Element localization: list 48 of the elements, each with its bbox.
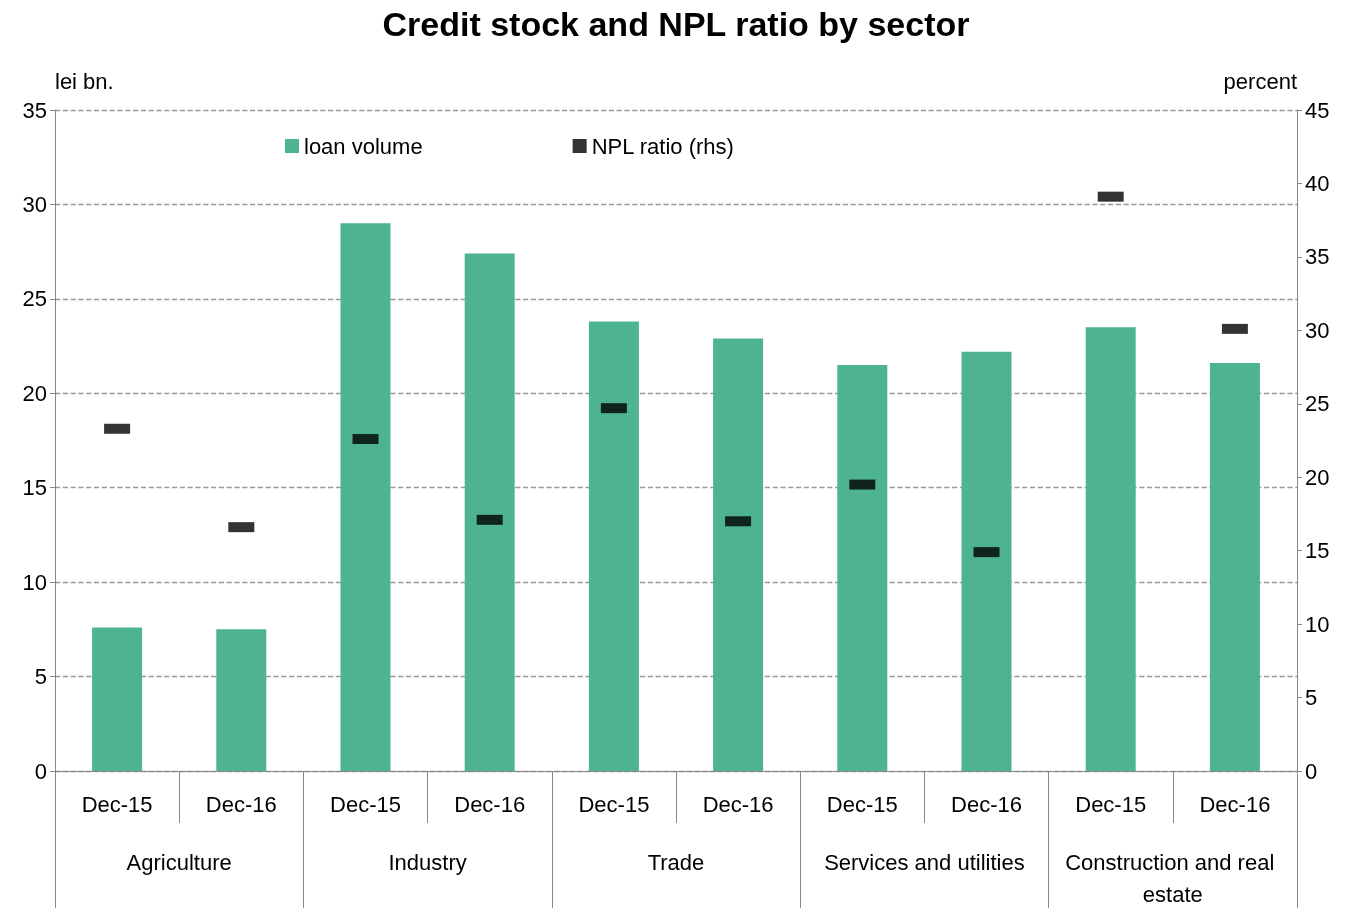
x-tick-label: Dec-16 [454, 791, 526, 817]
y-tick-label: 15 [22, 475, 47, 501]
bar [464, 253, 515, 771]
y2-tick-label: 0 [1305, 758, 1318, 784]
y2-tick-label: 20 [1305, 464, 1330, 490]
legend-label: NPL ratio (rhs) [591, 133, 734, 159]
x-tick-label: Dec-15 [330, 791, 401, 817]
bar [588, 321, 639, 771]
bar [837, 364, 888, 771]
legend-label: loan volume [304, 133, 423, 159]
y2-tick-label: 40 [1305, 170, 1330, 196]
x-tick-label: Dec-15 [81, 791, 153, 817]
bar [216, 629, 267, 771]
bar [961, 351, 1012, 771]
x-tick-label: Dec-15 [1075, 791, 1147, 817]
text: Agriculture [126, 849, 232, 875]
y-axis-title: lei bn. [55, 68, 114, 94]
x-tick-label: Dec-15 [578, 791, 650, 817]
bar [1209, 363, 1260, 771]
x-tick-label: Dec-16 [951, 791, 1022, 817]
y2-tick-label: 5 [1305, 685, 1318, 711]
y2-tick-label: 45 [1305, 97, 1330, 123]
y2-tick-label: 10 [1305, 611, 1330, 637]
y2-tick-label: 30 [1305, 317, 1330, 343]
y-tick-label: 0 [34, 758, 47, 784]
y2-tick-label: 15 [1305, 538, 1330, 564]
text: Services and utilities [824, 849, 1025, 875]
y2-axis-title: percent [1223, 68, 1297, 94]
chart-title: Credit stock and NPL ratio by sector [382, 5, 970, 43]
x-tick-label: Dec-16 [1199, 791, 1271, 817]
bar [713, 338, 764, 771]
y2-tick-label: 35 [1305, 244, 1330, 270]
x-tick-label: Dec-16 [205, 791, 277, 817]
y-tick-label: 5 [34, 664, 47, 690]
text: Trade [647, 849, 705, 875]
y-tick-label: 25 [22, 286, 47, 312]
bar [92, 627, 143, 771]
y2-tick-label: 25 [1305, 391, 1330, 417]
text: Industry [388, 849, 467, 875]
y-tick-label: 10 [22, 569, 47, 595]
x-tick-label: Dec-15 [826, 791, 898, 817]
y-tick-label: 20 [22, 380, 47, 406]
bar [1085, 327, 1136, 771]
x-tick-label: Dec-16 [702, 791, 774, 817]
bar [340, 223, 391, 771]
y-tick-label: 30 [22, 191, 47, 217]
y-tick-label: 35 [22, 97, 47, 123]
text: Construction and real estate [1065, 849, 1281, 907]
